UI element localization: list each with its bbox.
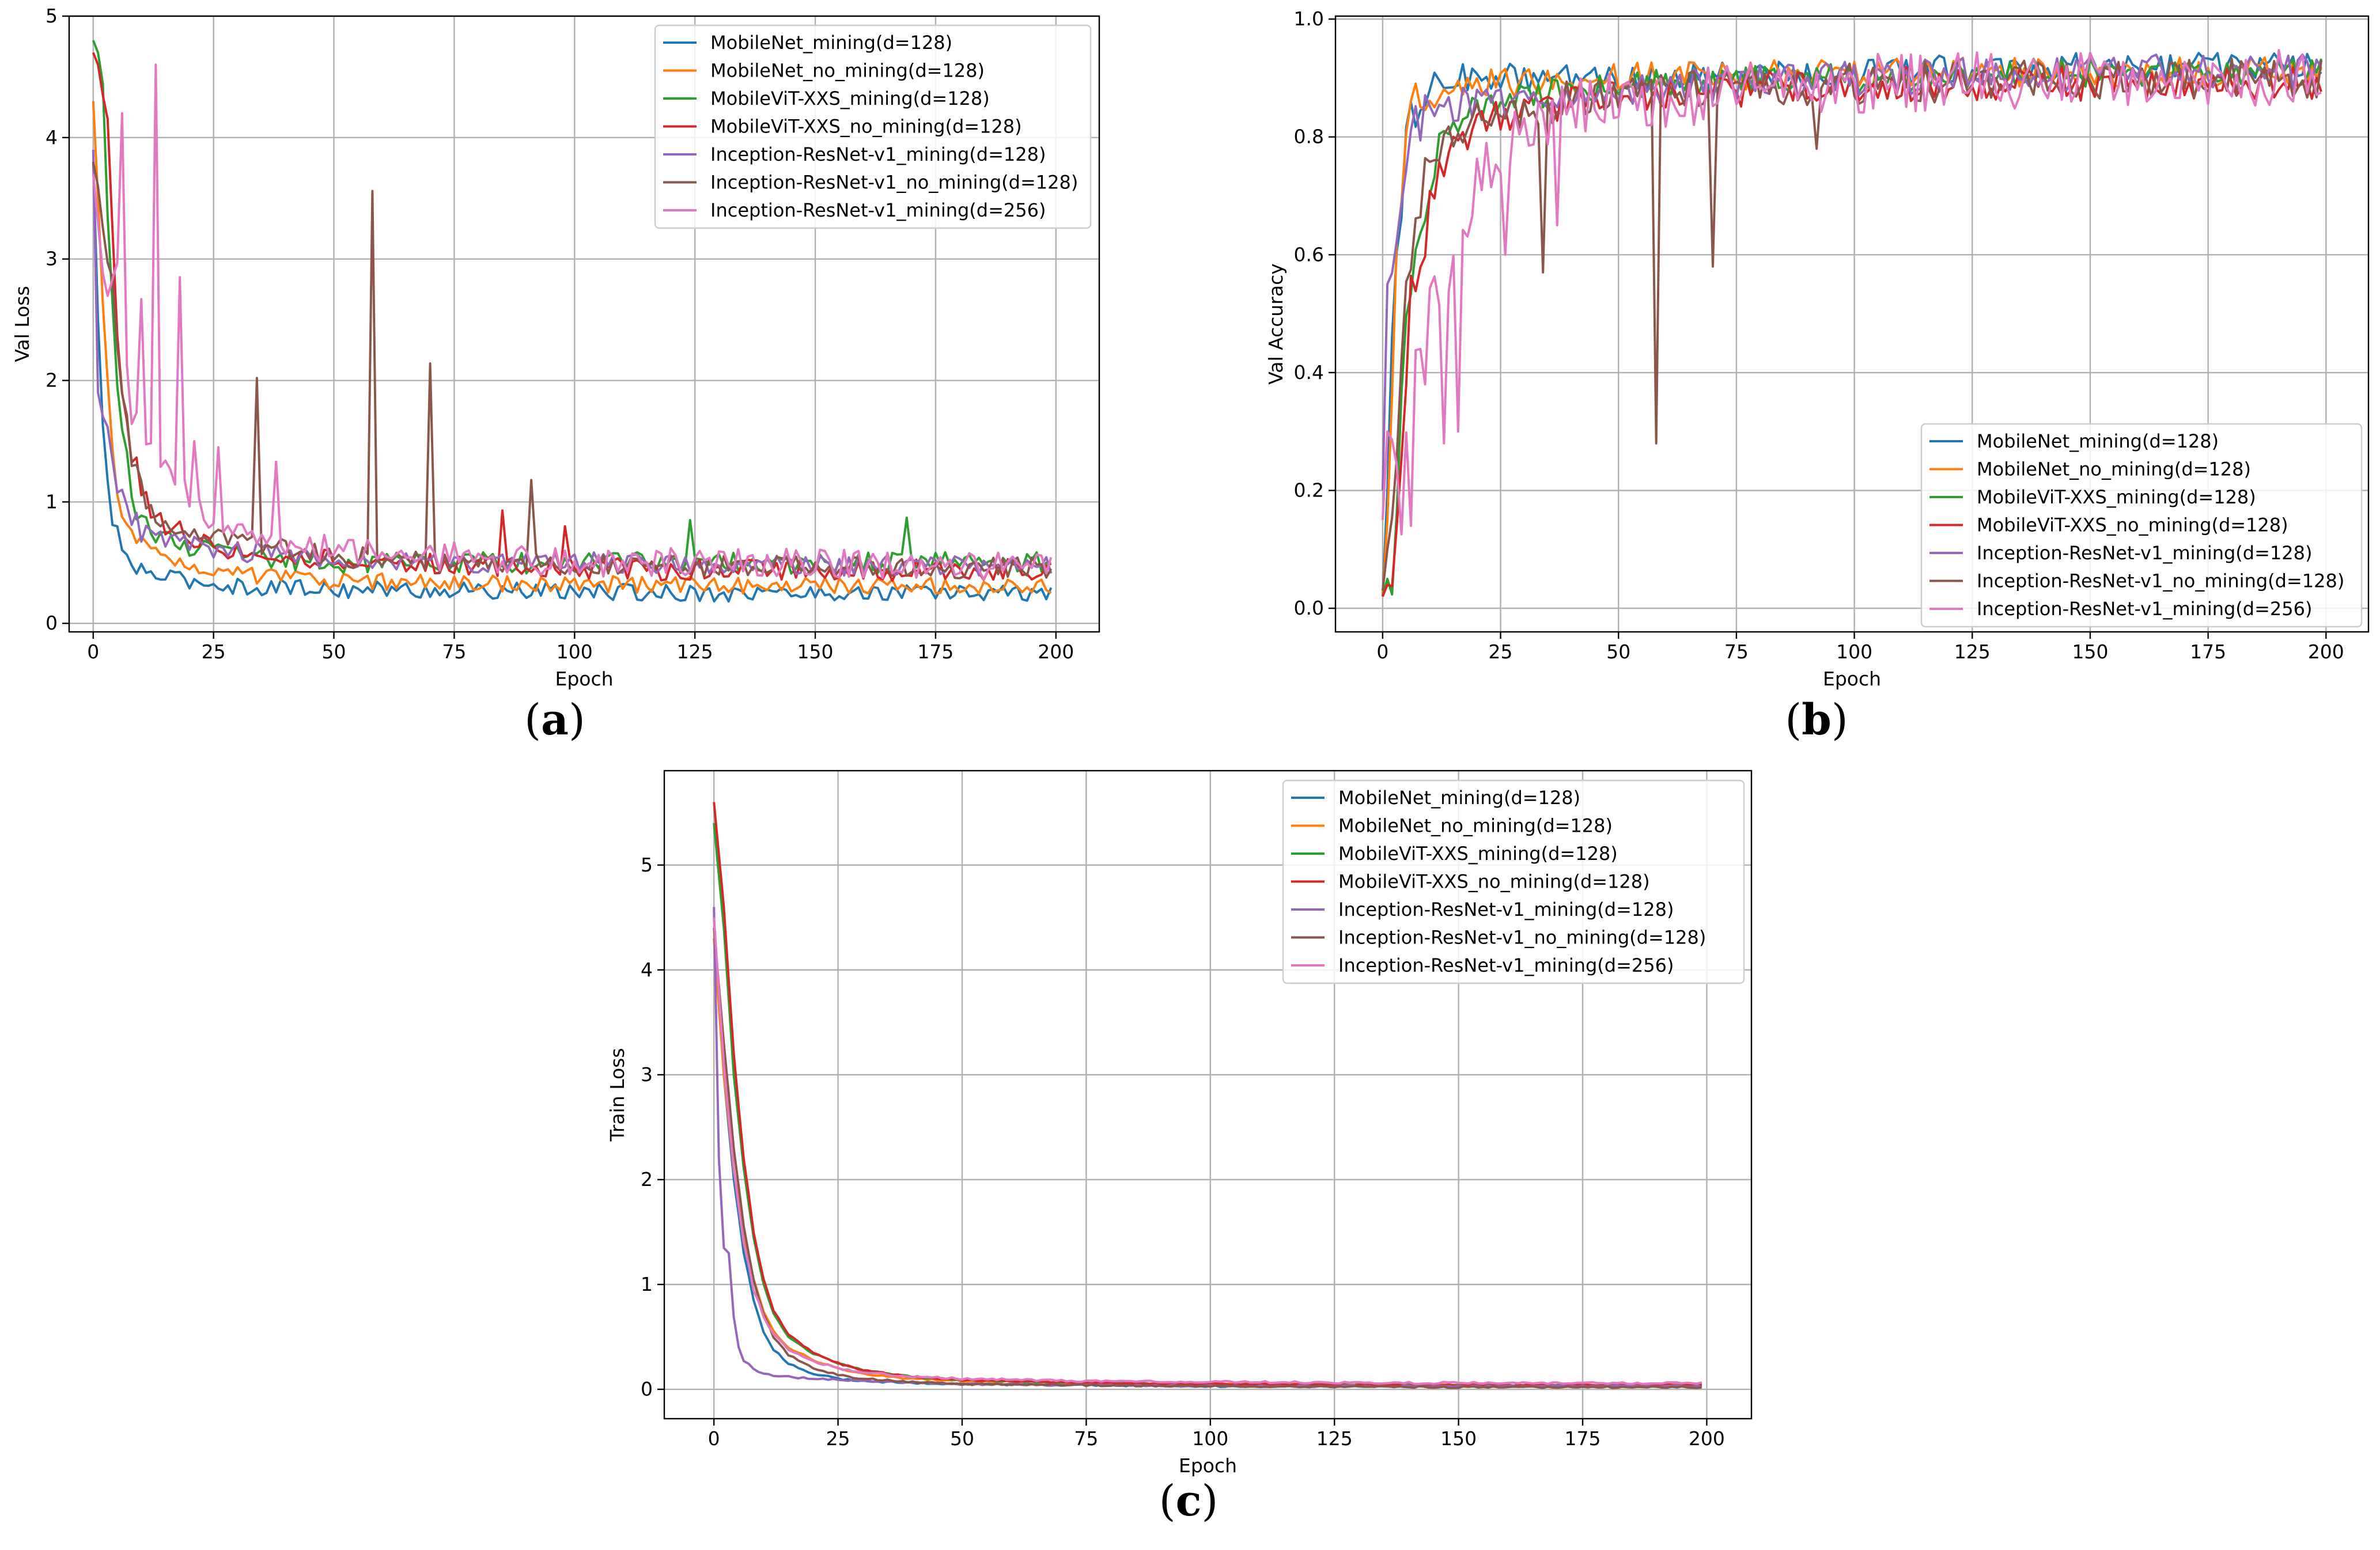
chart-b: 0 25 50 75 100 125 150 175 200 0.0 0.2 0.4 0.6 0.8 1.0…: [1265, 7, 2370, 745]
series-lines: [713, 802, 1702, 1389]
x-tick-label: 175: [917, 641, 953, 663]
legend-box: [1920, 423, 2363, 628]
x-tick-label: 100: [557, 641, 593, 663]
legend-entry-label: MobileNet_mining(d=128): [1338, 787, 1580, 809]
y-tick-label: 1: [641, 1273, 653, 1295]
x-tick-label: 150: [2072, 641, 2108, 663]
x-axis-label: Epoch: [555, 668, 613, 690]
series-line-6: [1381, 57, 2323, 591]
legend: MobileNet_mining(d=128) MobileNet_no_mini…: [654, 24, 1092, 229]
x-tick-label: 200: [1689, 1427, 1725, 1450]
series-line-2: [713, 938, 1702, 1388]
x-tick-label: 25: [202, 641, 226, 663]
y-tick-label: 3: [641, 1063, 653, 1086]
legend-entry-label: MobileViT-XXS_mining(d=128): [1338, 843, 1618, 865]
y-tick-label: 0: [641, 1378, 653, 1400]
series-line-6: [713, 927, 1702, 1389]
x-tick-label: 0: [87, 641, 99, 663]
x-tick-label: 150: [1440, 1427, 1477, 1450]
y-tick-label: 4: [46, 126, 58, 149]
legend-box: [654, 24, 1092, 229]
x-tick-label: 0: [708, 1427, 720, 1450]
chart-c: 0 25 50 75 100 125 150 175 200 0 1 2 3 4 5 Epoch Train L…: [606, 770, 1753, 1526]
y-tick-label: 0.2: [1294, 479, 1324, 501]
legend-entry-label: MobileNet_no_mining(d=128): [710, 60, 985, 82]
legend-entry-label: Inception-ResNet-v1_mining(d=256): [710, 199, 1046, 221]
panel-label: (a): [524, 695, 585, 745]
legend-entry-label: Inception-ResNet-v1_mining(d=256): [1977, 598, 2312, 620]
panel-label: (c): [1159, 1476, 1219, 1526]
x-tick-label: 125: [677, 641, 713, 663]
x-tick-label: 175: [2190, 641, 2226, 663]
x-tick-label: 50: [322, 641, 346, 663]
series-lines: [1381, 49, 2323, 597]
legend-entry-label: MobileViT-XXS_mining(d=128): [1977, 486, 2256, 508]
series-line-7: [92, 63, 1053, 581]
y-tick-label: 2: [46, 369, 58, 392]
legend-entry-label: MobileNet_no_mining(d=128): [1977, 458, 2251, 480]
x-tick-label: 100: [1836, 641, 1872, 663]
y-tick-label: 0.4: [1294, 361, 1324, 384]
y-axis-label: Train Loss: [606, 1048, 629, 1142]
legend: MobileNet_mining(d=128) MobileNet_no_mini…: [1282, 779, 1745, 984]
y-tick-label: 0.6: [1294, 243, 1324, 266]
x-tick-label: 125: [1316, 1427, 1353, 1450]
x-axis-label: Epoch: [1823, 668, 1881, 690]
y-tick-label: 0.8: [1294, 126, 1324, 148]
x-tick-label: 100: [1192, 1427, 1228, 1450]
legend-entry-label: Inception-ResNet-v1_mining(d=256): [1338, 954, 1674, 976]
legend-entry-label: MobileViT-XXS_mining(d=128): [710, 88, 990, 109]
y-tick-label: 5: [641, 854, 653, 876]
legend-entry-label: Inception-ResNet-v1_mining(d=128): [1338, 899, 1674, 920]
x-tick-label: 75: [442, 641, 466, 663]
x-tick-label: 175: [1565, 1427, 1601, 1450]
legend-entry-label: Inception-ResNet-v1_mining(d=128): [710, 143, 1046, 165]
axes-frame: [1334, 15, 2370, 633]
legend-entry-label: MobileNet_no_mining(d=128): [1338, 815, 1613, 837]
axes-frame: [68, 15, 1100, 633]
y-axis-label: Val Accuracy: [1265, 263, 1287, 385]
x-tick-label: 50: [950, 1427, 974, 1450]
y-tick-label: 2: [641, 1168, 653, 1191]
x-tick-label: 200: [1038, 641, 1074, 663]
y-tick-label: 0.0: [1294, 597, 1324, 619]
legend-entry-label: MobileNet_mining(d=128): [1977, 430, 2219, 452]
legend-entry-label: MobileViT-XXS_no_mining(d=128): [710, 116, 1022, 138]
y-tick-label: 3: [46, 248, 58, 270]
x-tick-label: 125: [1954, 641, 1991, 663]
x-tick-label: 25: [1489, 641, 1513, 663]
legend-entry-label: MobileViT-XXS_no_mining(d=128): [1977, 514, 2288, 536]
legend: MobileNet_mining(d=128) MobileNet_no_mini…: [1920, 423, 2363, 628]
series-lines: [92, 40, 1053, 603]
legend-entry-label: Inception-ResNet-v1_no_mining(d=128): [1977, 570, 2344, 592]
legend-box: [1282, 779, 1745, 984]
x-axis-label: Epoch: [1179, 1454, 1237, 1477]
x-tick-label: 150: [797, 641, 834, 663]
legend-entry-label: Inception-ResNet-v1_mining(d=128): [1977, 542, 2312, 564]
x-tick-label: 200: [2308, 641, 2344, 663]
chart-a: 0 25 50 75 100 125 150 175 200 0 1 2 3 4 5 Epoch Val Los…: [11, 5, 1100, 745]
series-line-1: [92, 161, 1053, 603]
x-tick-label: 50: [1606, 641, 1630, 663]
y-tick-label: 1: [46, 490, 58, 513]
legend-entry-label: MobileViT-XXS_no_mining(d=128): [1338, 871, 1650, 893]
y-tick-label: 5: [46, 5, 58, 27]
y-tick-label: 0: [46, 612, 58, 634]
panel-label: (b): [1785, 695, 1848, 745]
legend-entry-label: MobileNet_mining(d=128): [710, 32, 952, 54]
y-axis-label: Val Loss: [11, 286, 33, 362]
series-line-7: [713, 917, 1702, 1385]
series-line-7: [1381, 49, 2322, 536]
x-tick-label: 75: [1724, 641, 1749, 663]
series-line-1: [713, 917, 1702, 1388]
y-tick-label: 4: [641, 958, 653, 981]
x-tick-label: 75: [1074, 1427, 1098, 1450]
legend-entry-label: Inception-ResNet-v1_no_mining(d=128): [1338, 927, 1706, 949]
x-tick-label: 25: [826, 1427, 850, 1450]
x-tick-label: 0: [1376, 641, 1388, 663]
axes-frame: [663, 770, 1753, 1420]
legend-entry-label: Inception-ResNet-v1_no_mining(d=128): [710, 172, 1078, 194]
y-tick-label: 1.0: [1294, 7, 1324, 30]
